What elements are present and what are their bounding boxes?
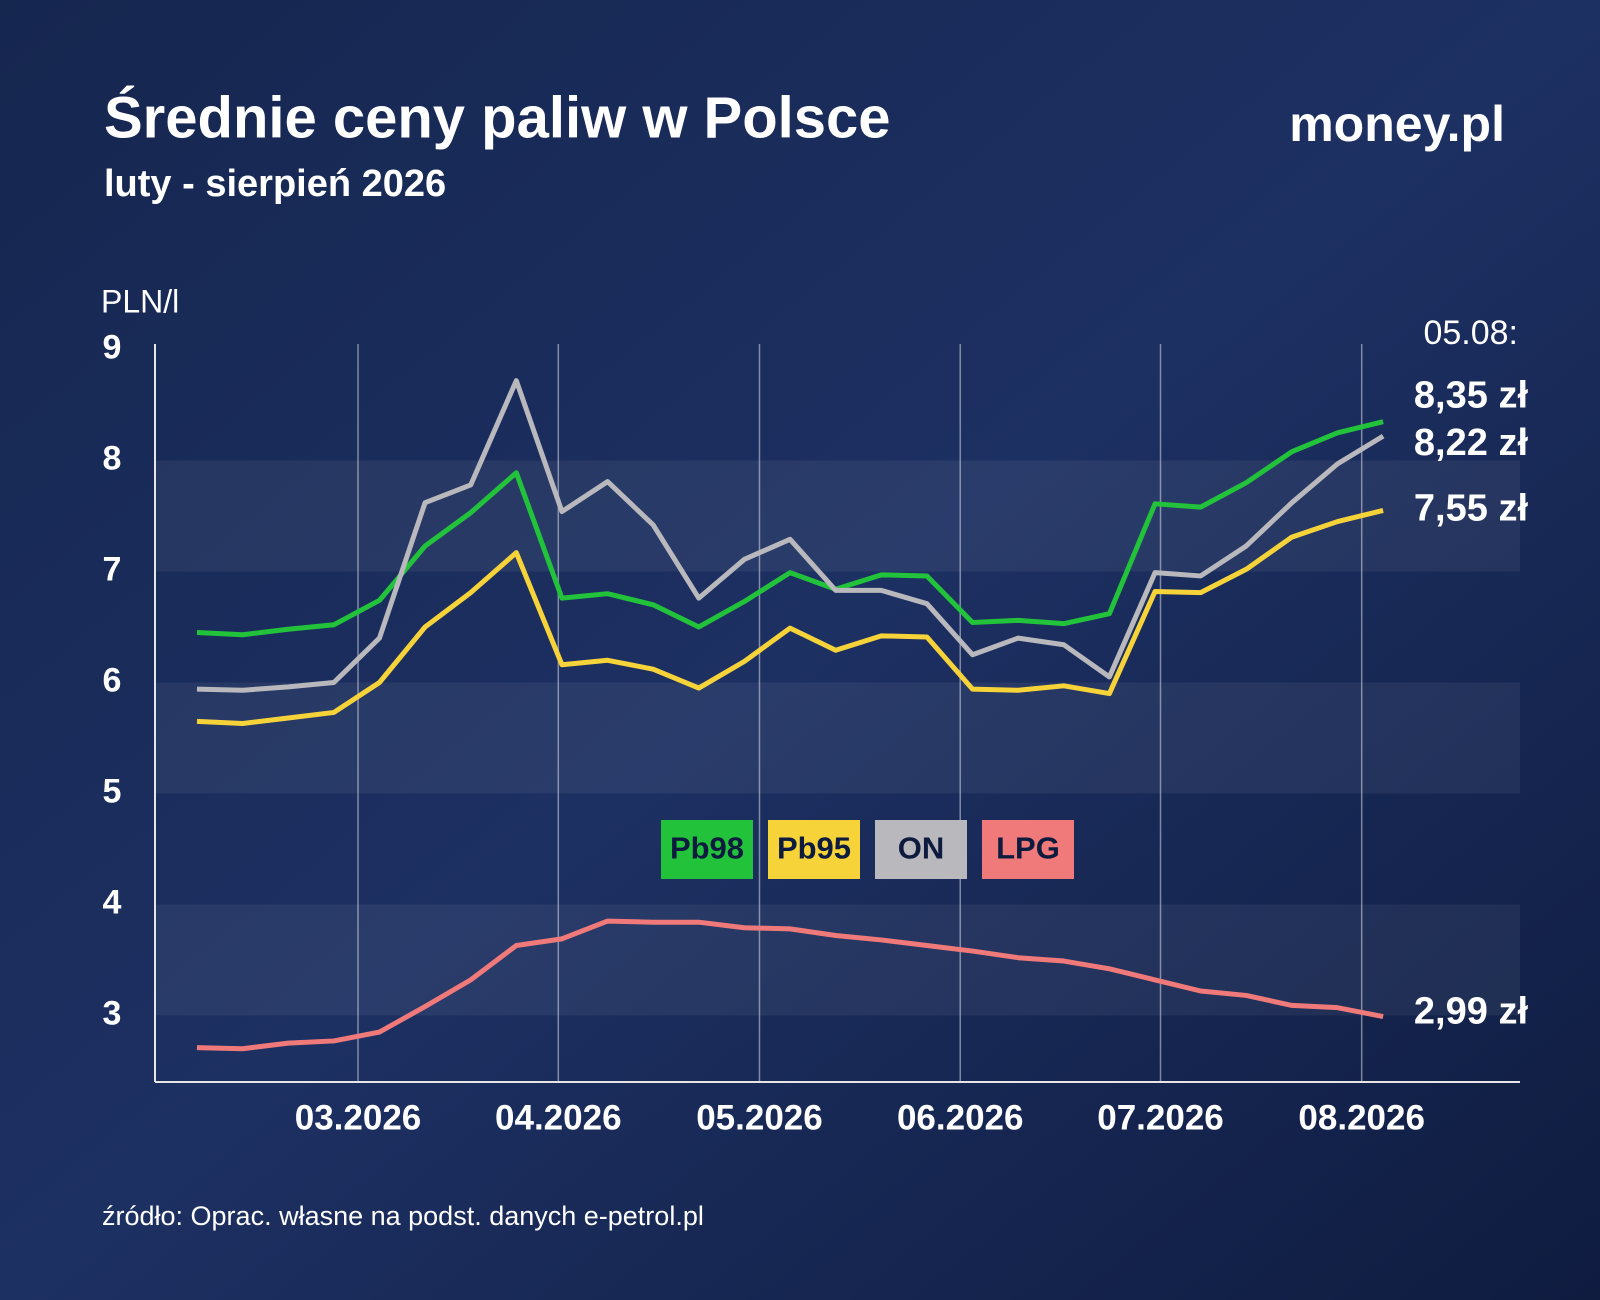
chart-title: Średnie ceny paliw w Polsce bbox=[104, 85, 891, 150]
legend-label: Pb95 bbox=[777, 831, 851, 866]
y-tick-label: 6 bbox=[103, 661, 122, 699]
legend-label: LPG bbox=[996, 831, 1060, 866]
grid-band bbox=[155, 904, 1520, 1016]
chart-subtitle: luty - sierpień 2026 bbox=[104, 163, 446, 205]
series-line bbox=[196, 508, 1384, 727]
x-tick-label: 03.2026 bbox=[295, 1098, 422, 1137]
y-tick-label: 4 bbox=[103, 883, 122, 921]
y-tick-label: 8 bbox=[103, 440, 122, 478]
x-tick-label: 06.2026 bbox=[897, 1098, 1024, 1137]
legend-label: ON bbox=[898, 831, 945, 866]
y-tick-label: 3 bbox=[103, 994, 122, 1032]
y-tick-label: 5 bbox=[103, 772, 122, 810]
grid-band bbox=[155, 460, 1520, 572]
legend-swatch bbox=[768, 820, 860, 879]
value-label: 7,55 zł bbox=[1414, 487, 1529, 529]
annotation: 05.08: bbox=[1423, 314, 1518, 352]
x-tick-label: 07.2026 bbox=[1097, 1098, 1224, 1137]
brand-logo: money.pl bbox=[1289, 96, 1505, 152]
y-axis-label: PLN/l bbox=[101, 283, 179, 319]
x-tick-label: 05.2026 bbox=[696, 1098, 823, 1137]
value-label: 2,99 zł bbox=[1414, 991, 1529, 1033]
source-note: źródło: Oprac. własne na podst. danych e… bbox=[102, 1201, 704, 1231]
value-label: 8,35 zł bbox=[1414, 375, 1529, 417]
grid-band bbox=[155, 682, 1520, 794]
legend-swatch bbox=[661, 820, 753, 879]
x-tick-label: 04.2026 bbox=[495, 1098, 622, 1137]
value-label: 8,22 zł bbox=[1414, 422, 1529, 464]
y-tick-label: 7 bbox=[103, 550, 122, 588]
legend-label: Pb98 bbox=[670, 831, 744, 866]
x-tick-label: 08.2026 bbox=[1298, 1098, 1425, 1137]
series-line bbox=[196, 419, 1384, 638]
series-line bbox=[196, 378, 1385, 693]
legend-swatch bbox=[875, 820, 967, 879]
y-tick-label: 9 bbox=[103, 329, 122, 367]
series-line bbox=[196, 918, 1384, 1052]
legend-swatch bbox=[982, 820, 1074, 879]
